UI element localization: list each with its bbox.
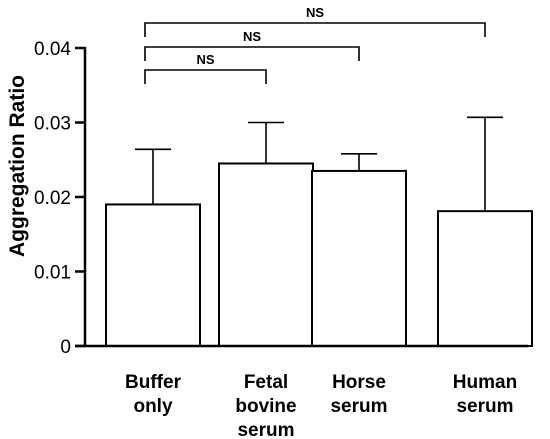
bar: [311, 169, 407, 347]
y-tick-label: 0.02: [34, 188, 71, 209]
significance-label: NS: [306, 5, 324, 20]
y-tick-label: 0.01: [34, 263, 71, 284]
x-category-label-line: Fetal: [244, 372, 288, 393]
x-category-label-line: Horse: [332, 372, 386, 393]
x-category-label-line: Buffer: [125, 372, 182, 393]
bars: [75, 162, 533, 348]
y-tick-label: 0: [60, 337, 71, 358]
x-category-label: Fetal bovine serum: [235, 372, 296, 439]
x-category-label-line: serum: [330, 396, 387, 417]
x-category-label: Horse serum: [330, 372, 387, 417]
significance-label: NS: [196, 52, 214, 67]
x-category-label: Buffer only: [125, 372, 182, 417]
y-tick-label: 0.03: [34, 114, 71, 135]
axes: 0 0.01 0.02 0.03 0.04: [34, 39, 87, 358]
significance-bracket: [144, 22, 486, 37]
x-category-label-line: serum: [456, 396, 513, 417]
x-category-label-line: bovine: [235, 396, 296, 417]
y-tick-label: 0.04: [34, 39, 71, 60]
bar: [218, 162, 314, 347]
bar: [105, 203, 201, 347]
x-category-label-line: only: [133, 396, 172, 417]
error-bars: [135, 116, 503, 212]
significance-label: NS: [243, 29, 261, 44]
y-axis-label: Aggregation Ratio: [6, 75, 29, 257]
bar: [437, 210, 533, 347]
significance-brackets: NS NS NS: [144, 5, 486, 84]
x-category-label-line: Human: [453, 372, 517, 393]
significance-bracket: [144, 46, 360, 61]
significance-bracket: [144, 69, 267, 84]
x-category-label-line: serum: [237, 420, 294, 439]
x-category-label: Human serum: [453, 372, 517, 417]
